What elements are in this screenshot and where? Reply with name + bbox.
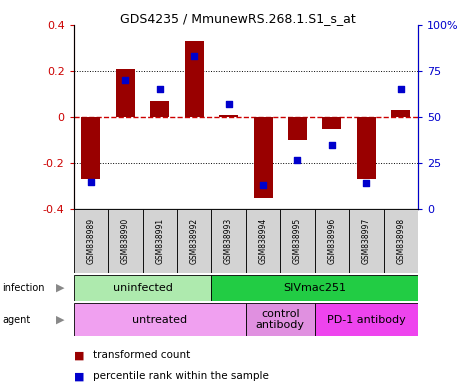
Text: SIVmac251: SIVmac251 xyxy=(283,283,346,293)
Text: GSM838991: GSM838991 xyxy=(155,218,164,264)
Bar xyxy=(219,115,238,117)
Point xyxy=(190,53,198,60)
Bar xyxy=(391,110,410,117)
Bar xyxy=(211,275,418,301)
Bar xyxy=(211,209,246,273)
Point xyxy=(225,101,232,107)
Text: percentile rank within the sample: percentile rank within the sample xyxy=(93,371,268,381)
Bar xyxy=(142,209,177,273)
Point xyxy=(156,86,163,93)
Bar xyxy=(108,209,142,273)
Text: GSM838993: GSM838993 xyxy=(224,218,233,264)
Bar xyxy=(288,117,307,140)
Text: untreated: untreated xyxy=(132,314,187,325)
Bar xyxy=(349,209,384,273)
Bar xyxy=(74,275,211,301)
Bar xyxy=(314,303,418,336)
Text: agent: agent xyxy=(2,314,30,325)
Bar xyxy=(384,209,418,273)
Text: GDS4235 / MmunewRS.268.1.S1_s_at: GDS4235 / MmunewRS.268.1.S1_s_at xyxy=(120,12,355,25)
Bar xyxy=(74,209,108,273)
Bar xyxy=(254,117,273,198)
Point xyxy=(294,156,301,162)
Text: GSM838994: GSM838994 xyxy=(258,218,267,264)
Bar xyxy=(314,209,349,273)
Text: ■: ■ xyxy=(74,371,84,381)
Text: control
antibody: control antibody xyxy=(256,309,305,331)
Bar xyxy=(177,209,211,273)
Bar xyxy=(323,117,342,129)
Point xyxy=(122,77,129,83)
Bar xyxy=(357,117,376,179)
Text: GSM838990: GSM838990 xyxy=(121,218,130,264)
Bar xyxy=(185,41,204,117)
Bar xyxy=(81,117,100,179)
Point xyxy=(362,180,370,187)
Text: GSM838989: GSM838989 xyxy=(86,218,95,264)
Text: GSM838992: GSM838992 xyxy=(190,218,199,264)
Text: transformed count: transformed count xyxy=(93,350,190,360)
Text: PD-1 antibody: PD-1 antibody xyxy=(327,314,406,325)
Text: GSM838995: GSM838995 xyxy=(293,218,302,264)
Point xyxy=(87,179,95,185)
Text: ■: ■ xyxy=(74,350,84,360)
Text: uninfected: uninfected xyxy=(113,283,172,293)
Text: GSM838997: GSM838997 xyxy=(362,218,371,264)
Text: ▶: ▶ xyxy=(56,283,65,293)
Bar xyxy=(116,69,135,117)
Bar xyxy=(246,209,280,273)
Bar xyxy=(74,303,246,336)
Point xyxy=(328,142,336,148)
Text: ▶: ▶ xyxy=(56,314,65,325)
Text: infection: infection xyxy=(2,283,45,293)
Bar xyxy=(150,101,169,117)
Bar xyxy=(280,209,314,273)
Point xyxy=(259,182,267,189)
Bar xyxy=(246,303,314,336)
Text: GSM838996: GSM838996 xyxy=(327,218,336,264)
Point xyxy=(397,86,405,93)
Text: GSM838998: GSM838998 xyxy=(396,218,405,264)
